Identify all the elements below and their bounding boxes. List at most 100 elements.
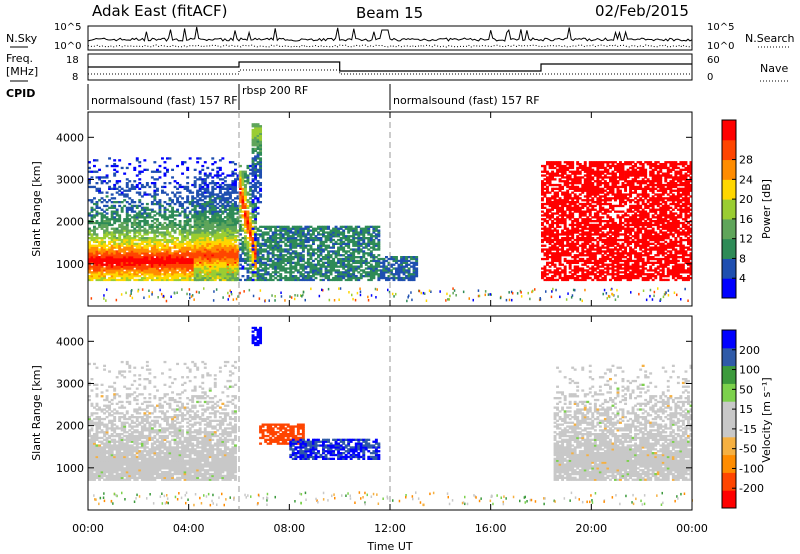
power-cell [143, 273, 147, 276]
power-cell [148, 273, 152, 276]
power-cell [191, 231, 195, 234]
power-cell [88, 267, 91, 270]
power-cell [156, 223, 159, 227]
power-cell [183, 161, 187, 164]
power-cell [344, 269, 348, 272]
power-cell [176, 246, 180, 249]
power-cell [239, 195, 242, 198]
power-cell [249, 231, 253, 234]
power-cell [143, 259, 147, 263]
power-cell [226, 191, 230, 194]
power-cell [128, 246, 132, 249]
power-cell [183, 248, 187, 251]
power-cell [186, 185, 190, 189]
power-cell [196, 254, 200, 257]
power-cell [143, 244, 147, 247]
power-cell [249, 220, 253, 223]
power-cell [228, 240, 232, 244]
power-cell [181, 185, 185, 189]
power-cell [218, 221, 222, 225]
power-cell [198, 278, 202, 282]
power-cell [118, 250, 122, 253]
power-cell [128, 275, 132, 278]
power-cell [218, 227, 222, 230]
power-cell [161, 189, 164, 192]
power-cell [153, 221, 157, 225]
power-cell [110, 257, 114, 261]
power-cell [166, 157, 169, 160]
power-cell [156, 271, 159, 274]
power-cell [128, 248, 132, 251]
power-cell [558, 161, 562, 164]
power-cell [218, 197, 222, 200]
power-cell [188, 210, 192, 213]
power-cell [216, 237, 220, 240]
power-cell [244, 235, 247, 238]
power-cell [196, 259, 200, 263]
power-cell [163, 246, 167, 249]
power-cell [198, 237, 202, 240]
power-cell [213, 201, 217, 204]
power-cell [211, 225, 215, 228]
power-cell [186, 269, 190, 272]
power-cell [264, 231, 268, 234]
power-cell [90, 176, 94, 179]
power-cell [244, 257, 247, 261]
power-cell [269, 252, 273, 255]
power-cell [168, 216, 172, 219]
power-cell [201, 225, 205, 228]
power-cell [93, 240, 96, 244]
power-cell [223, 187, 227, 190]
power-cell [171, 263, 175, 266]
power-cell [88, 252, 91, 255]
power-cell [123, 263, 127, 266]
power-cell [90, 214, 94, 217]
power-cell [173, 265, 177, 268]
power-cell [337, 242, 341, 245]
power-cell [551, 170, 555, 173]
power-cell [543, 218, 547, 221]
power-cell [133, 242, 137, 245]
power-cell [254, 128, 258, 132]
power-cell [201, 242, 205, 245]
power-cell [234, 202, 237, 206]
power-cell [171, 252, 175, 255]
power-cell [95, 254, 99, 257]
power-cell [244, 172, 247, 175]
power-cell [558, 267, 562, 270]
power-cell [133, 233, 137, 236]
power-cell [244, 176, 247, 179]
power-cell [98, 191, 102, 194]
power-cell [226, 256, 230, 259]
power-cell [304, 271, 308, 274]
power-cell [213, 240, 217, 244]
power-cell [251, 242, 255, 245]
power-cell [211, 246, 215, 249]
power-cell [98, 242, 102, 245]
power-cell [218, 271, 222, 274]
power-cell [88, 170, 91, 173]
power-cell [541, 180, 544, 183]
power-cell [364, 267, 368, 270]
power-cell [120, 248, 124, 251]
power-cell [181, 265, 185, 268]
power-cell [103, 254, 107, 257]
power-cell [266, 244, 270, 247]
power-cell [201, 206, 205, 209]
power-cell [254, 261, 258, 264]
power-cell [206, 242, 210, 245]
power-cell [110, 252, 114, 255]
power-cell [249, 218, 253, 221]
power-cell [105, 195, 109, 198]
power-cell [125, 220, 129, 223]
power-cell [176, 267, 180, 270]
power-cell [223, 183, 227, 187]
power-cell [118, 229, 122, 232]
power-cell [203, 221, 207, 225]
power-cell [113, 204, 117, 208]
power-cell [90, 265, 94, 268]
power-cell [128, 254, 132, 257]
power-cell [364, 242, 368, 245]
power-cell [95, 159, 99, 162]
power-cell [128, 261, 132, 264]
